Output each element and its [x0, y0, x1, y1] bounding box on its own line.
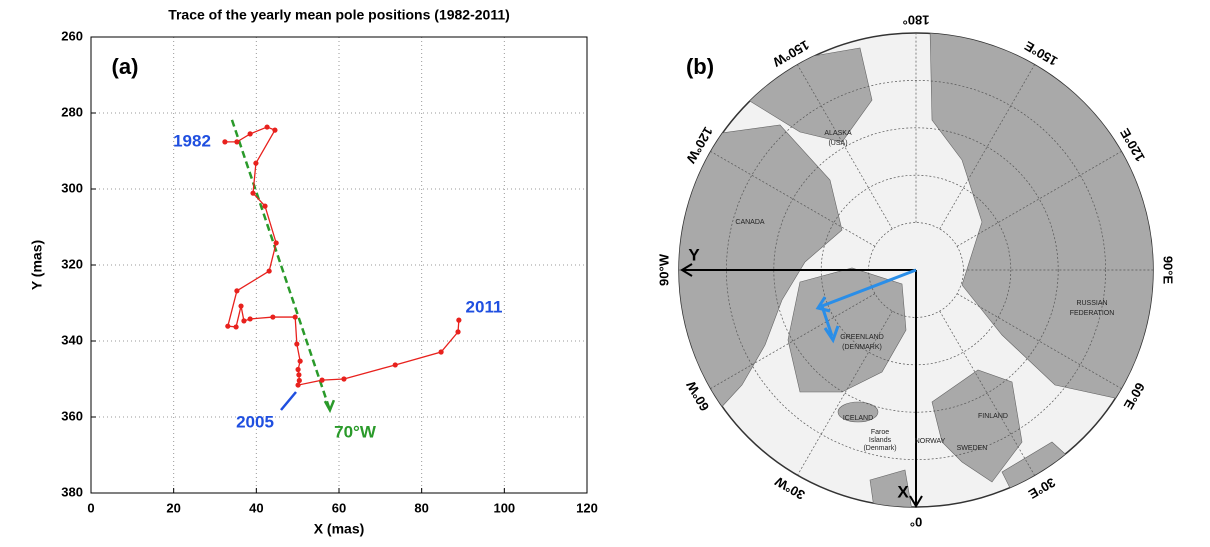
meridian-line: [710, 293, 876, 389]
data-point: [225, 323, 231, 329]
data-point: [262, 203, 268, 209]
x-tick-label: 0: [87, 500, 94, 515]
plot-frame: [90, 36, 588, 494]
axis-label: X: [897, 482, 909, 501]
x-tick-label: 80: [414, 500, 428, 515]
region-label: Islands: [869, 437, 892, 444]
meridian-line: [939, 64, 1035, 230]
data-point: [266, 268, 272, 274]
data-point: [264, 124, 270, 130]
annotation: 1982: [173, 131, 211, 150]
iceland: [837, 401, 879, 423]
y-tick-label: 380: [61, 484, 83, 499]
data-point: [247, 316, 253, 322]
x-tick-label: 60: [332, 500, 346, 515]
data-point: [455, 329, 461, 335]
data-point: [250, 190, 256, 196]
axis-label: Y: [688, 245, 700, 264]
meridian-label: 180°: [903, 13, 930, 28]
pole-drift-arrow: [820, 268, 917, 337]
annotation: 2011: [466, 297, 503, 316]
data-point: [272, 127, 278, 133]
y-tick-label: 260: [61, 28, 83, 43]
arrow-head: [323, 399, 336, 414]
data-point: [241, 318, 247, 324]
x-tick-label: 100: [493, 500, 515, 515]
region-label: RUSSIAN: [1076, 300, 1107, 307]
data-point: [238, 303, 244, 309]
region-label: CANADA: [735, 219, 765, 226]
y-axis-label: Y (mas): [29, 240, 45, 290]
region-label: FINLAND: [978, 413, 1008, 420]
arrow-head: [823, 325, 840, 344]
data-point: [292, 314, 298, 320]
arrow-head: [909, 495, 923, 508]
y-tick-label: 300: [61, 180, 83, 195]
data-point: [295, 366, 301, 373]
x-tick-label: 20: [166, 500, 180, 515]
region-label: ICELAND: [843, 415, 873, 422]
y-tick-label: 320: [61, 256, 83, 271]
arrow-head: [815, 296, 831, 313]
data-point: [253, 160, 259, 166]
region-label: NORWAY: [915, 438, 946, 445]
y-tick-label: 340: [61, 332, 83, 347]
data-point: [438, 349, 444, 355]
region-label: GREENLAND: [840, 334, 884, 341]
annotation-arrow: [280, 391, 297, 411]
panel-label: (a): [112, 54, 139, 79]
panel-label: (b): [686, 54, 714, 79]
meridian-label: 90°W: [656, 253, 671, 286]
data-point: [295, 382, 301, 388]
y-tick-label: 280: [61, 104, 83, 119]
data-point: [341, 376, 347, 382]
reference-label: 70°W: [334, 422, 377, 441]
meridian-label: 90°E: [1161, 256, 1176, 285]
data-point: [234, 139, 240, 145]
data-point: [456, 317, 462, 323]
region-label: (USA): [828, 140, 847, 147]
data-point: [233, 324, 239, 330]
meridian-line: [956, 151, 1122, 247]
data-point: [247, 131, 253, 137]
reference-line: [230, 119, 332, 411]
data-point: [222, 139, 228, 145]
annotation: 2005: [236, 412, 274, 431]
meridian-line: [956, 293, 1122, 389]
y-tick-label: 360: [61, 408, 83, 423]
meridian-label: 60°E: [1121, 380, 1148, 412]
region-label: (DENMARK): [842, 344, 882, 351]
meridian-label: 30°E: [1026, 475, 1058, 502]
latitude-circle: [773, 127, 1059, 413]
data-point: [319, 377, 325, 383]
arrow-head: [680, 263, 693, 277]
scandinavia: [931, 369, 1023, 483]
map: (b) 0°30°E60°E90°E120°E150°E180°150°W120…: [656, 13, 1175, 530]
data-point: [392, 362, 398, 368]
data-point: [270, 314, 276, 320]
data-point: [297, 358, 303, 364]
region-label: (Denmark): [863, 445, 896, 452]
data-point: [296, 377, 302, 384]
meridian-line: [797, 64, 893, 230]
data-point: [296, 372, 302, 378]
meridian-label: 0°: [910, 515, 922, 530]
meridian-line: [710, 151, 876, 247]
region-label: SWEDEN: [957, 445, 988, 452]
data-point: [273, 240, 279, 246]
chart-title: Trace of the yearly mean pole positions …: [168, 7, 510, 23]
data-point: [294, 341, 300, 347]
region-label: FEDERATION: [1070, 310, 1115, 317]
x-axis-label: X (mas): [314, 521, 365, 537]
data-point: [234, 288, 240, 294]
region-label: ALASKA: [824, 130, 852, 137]
data-line: [224, 126, 460, 386]
region-label: Faroe: [871, 429, 889, 436]
x-tick-label: 120: [576, 500, 598, 515]
x-tick-label: 40: [249, 500, 263, 515]
